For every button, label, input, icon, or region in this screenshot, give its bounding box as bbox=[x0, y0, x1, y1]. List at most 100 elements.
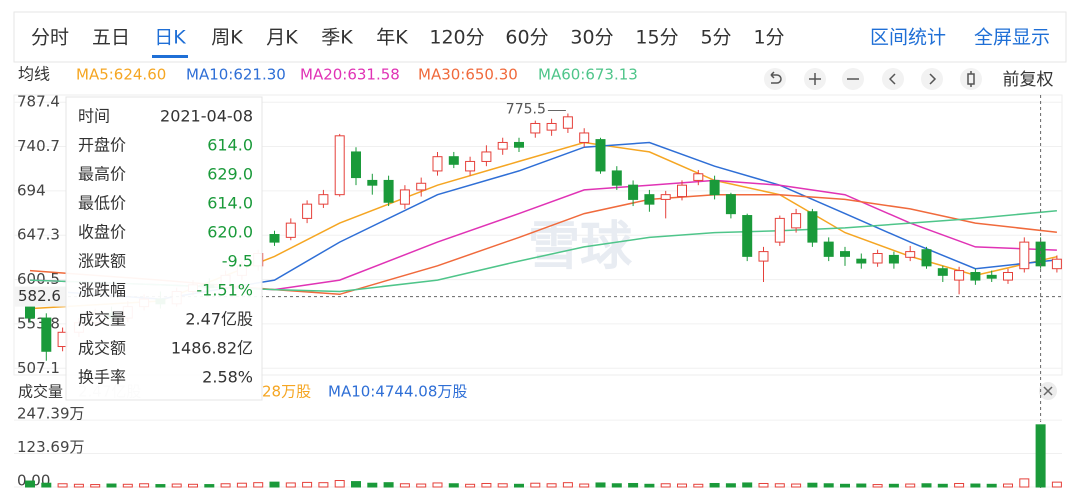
tooltip-label: 时间 bbox=[78, 107, 110, 126]
undo-icon bbox=[770, 71, 782, 84]
volume-bar bbox=[791, 483, 802, 488]
prev-button[interactable] bbox=[882, 68, 904, 90]
volume-bar bbox=[334, 480, 345, 488]
undo-button[interactable] bbox=[764, 68, 786, 90]
volume-legend: 28万股 bbox=[262, 383, 311, 401]
candle-body bbox=[497, 141, 508, 150]
candle-body bbox=[954, 270, 965, 281]
tooltip-value: 2.58% bbox=[202, 368, 253, 387]
volume-bar bbox=[514, 483, 524, 488]
volume-bar bbox=[677, 483, 687, 488]
candle-body bbox=[758, 251, 769, 262]
candle-body bbox=[1019, 241, 1030, 270]
candle-body bbox=[937, 268, 948, 276]
candle-body bbox=[660, 194, 671, 200]
volume-bar bbox=[302, 481, 313, 488]
tab-action[interactable]: 全屏显示 bbox=[974, 27, 1050, 49]
volume-bar bbox=[90, 484, 101, 488]
ma-legend-item: MA20:631.58 bbox=[300, 66, 400, 84]
volume-bar bbox=[236, 482, 247, 488]
tab[interactable]: 周K bbox=[211, 27, 243, 49]
volume-bar bbox=[905, 483, 916, 488]
candle-body bbox=[872, 253, 883, 264]
candle-body bbox=[465, 160, 476, 172]
volume-bar bbox=[25, 480, 35, 488]
tooltip-label: 涨跌额 bbox=[78, 252, 126, 271]
tooltip-value: -9.5 bbox=[222, 252, 253, 271]
candle-body bbox=[823, 241, 834, 257]
tab[interactable]: 季K bbox=[321, 27, 353, 49]
volume-bar bbox=[1019, 478, 1030, 488]
candle-body bbox=[41, 317, 52, 352]
volume-tick-label: 123.69万 bbox=[17, 438, 85, 456]
ma-legend-item: MA10:621.30 bbox=[186, 66, 286, 84]
tab[interactable]: 五日 bbox=[92, 27, 130, 49]
candle-body bbox=[432, 156, 443, 172]
volume-bar bbox=[937, 483, 948, 488]
volume-bar bbox=[269, 481, 280, 488]
candle-body bbox=[514, 141, 524, 148]
tab[interactable]: 30分 bbox=[570, 27, 613, 49]
volume-bar bbox=[1003, 483, 1013, 488]
left-icon bbox=[888, 73, 896, 85]
candle-body bbox=[693, 173, 704, 181]
tooltip-label: 成交额 bbox=[78, 339, 126, 358]
next-button[interactable] bbox=[921, 68, 943, 90]
y-tick-label: 600.5 bbox=[17, 270, 60, 288]
volume-bar bbox=[285, 482, 296, 488]
volume-bar bbox=[807, 482, 818, 488]
candle-button[interactable] bbox=[960, 68, 982, 90]
tab[interactable]: 年K bbox=[376, 27, 408, 49]
tab[interactable]: 60分 bbox=[505, 27, 548, 49]
volume-bar bbox=[57, 483, 68, 488]
candle-body bbox=[448, 156, 459, 165]
candle-icon bbox=[967, 71, 975, 87]
candle-body bbox=[628, 184, 639, 200]
volume-legend: 成交量 bbox=[18, 383, 63, 401]
tooltip-value: 614.0 bbox=[207, 136, 253, 155]
volume-bar bbox=[122, 483, 133, 488]
tooltip-value: 2021-04-08 bbox=[160, 107, 253, 126]
volume-bar bbox=[856, 483, 867, 488]
tooltip-value: 1486.82亿 bbox=[171, 339, 253, 358]
candle-body bbox=[774, 217, 785, 243]
candle-body bbox=[546, 122, 557, 131]
volume-bar bbox=[921, 483, 932, 488]
volume-bar bbox=[155, 484, 166, 488]
volume-bar bbox=[481, 482, 492, 488]
candle-body bbox=[905, 251, 916, 258]
volume-bar bbox=[546, 483, 557, 488]
candle-body bbox=[367, 179, 378, 186]
right-icon bbox=[929, 73, 937, 85]
volume-bar bbox=[628, 482, 639, 488]
volume-bar bbox=[742, 482, 753, 488]
volume-bar bbox=[872, 484, 883, 488]
tooltip-box bbox=[65, 96, 263, 401]
adjust-mode[interactable]: 前复权 bbox=[1003, 70, 1054, 90]
tab[interactable]: 日K bbox=[154, 27, 186, 49]
tab[interactable]: 月K bbox=[266, 27, 298, 49]
candle-body bbox=[644, 194, 655, 205]
tab-action[interactable]: 区间统计 bbox=[870, 27, 946, 49]
y-tick-label: 694 bbox=[17, 181, 46, 199]
candle-body bbox=[269, 234, 280, 243]
tab[interactable]: 分时 bbox=[31, 27, 69, 49]
volume-bar bbox=[693, 483, 704, 488]
volume-bar bbox=[709, 482, 720, 488]
volume-bar bbox=[595, 482, 606, 488]
volume-bar bbox=[171, 483, 182, 488]
ma-line bbox=[29, 141, 1057, 300]
tab-underline bbox=[152, 55, 188, 58]
tab[interactable]: 5分 bbox=[700, 27, 731, 49]
volume-bar bbox=[611, 483, 622, 488]
volume-bar bbox=[399, 483, 410, 488]
tab[interactable]: 1分 bbox=[753, 27, 784, 49]
candle-body bbox=[791, 213, 802, 229]
volume-bar bbox=[530, 482, 541, 488]
tooltip-value: 614.0 bbox=[207, 194, 253, 213]
tab[interactable]: 15分 bbox=[635, 27, 678, 49]
high-label: 775.5 bbox=[506, 102, 546, 118]
tab[interactable]: 120分 bbox=[429, 27, 484, 49]
y-tick-label: 647.3 bbox=[17, 226, 60, 244]
